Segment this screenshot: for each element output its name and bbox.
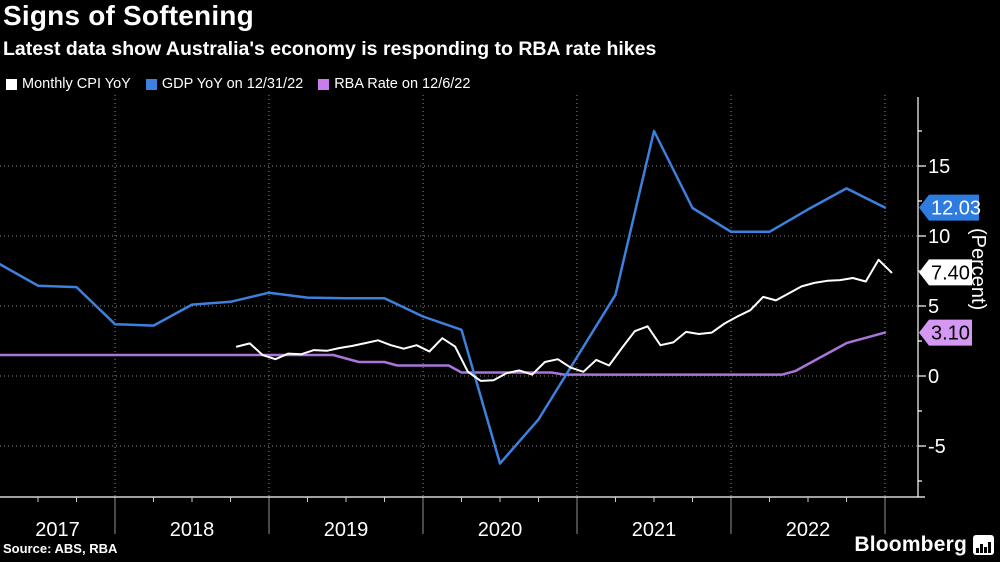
end-value-label: 3.10 bbox=[931, 323, 970, 345]
end-value-label: 12.03 bbox=[931, 198, 981, 220]
chart-legend: Monthly CPI YoY GDP YoY on 12/31/22 RBA … bbox=[6, 76, 470, 92]
x-year-label-2017: 2017 bbox=[35, 519, 80, 541]
page-title: Signs of Softening bbox=[3, 0, 254, 31]
y-tick-label--5: -5 bbox=[928, 436, 946, 458]
y-tick-label-10: 10 bbox=[928, 226, 950, 248]
x-year-label-2022: 2022 bbox=[786, 519, 831, 541]
series-line-monthly-cpi-yoy bbox=[235, 258, 893, 382]
x-year-label-2019: 2019 bbox=[324, 519, 369, 541]
y-tick-label-0: 0 bbox=[928, 366, 939, 388]
bloomberg-bars-icon bbox=[973, 535, 994, 555]
legend-item-gdp: GDP YoY on 12/31/22 bbox=[145, 76, 304, 92]
legend-swatch-gdp bbox=[145, 78, 157, 90]
end-value-tag bbox=[919, 259, 972, 286]
legend-label-rba: RBA Rate on 12/6/22 bbox=[334, 76, 471, 92]
y-tick-label-15: 15 bbox=[928, 156, 950, 178]
legend-item-cpi: Monthly CPI YoY bbox=[6, 76, 131, 92]
series-line-gdp-yoy-on-12-31-22 bbox=[0, 129, 887, 465]
legend-label-gdp: GDP YoY on 12/31/22 bbox=[161, 76, 304, 92]
chart-subtitle: Latest data show Australia's economy is … bbox=[3, 38, 657, 60]
end-value-label: 7.40 bbox=[931, 262, 970, 284]
legend-label-cpi: Monthly CPI YoY bbox=[22, 76, 131, 92]
legend-item-rba: RBA Rate on 12/6/22 bbox=[318, 76, 470, 92]
x-year-label-2020: 2020 bbox=[478, 519, 523, 541]
legend-swatch-rba bbox=[318, 78, 330, 90]
end-value-tag bbox=[919, 319, 972, 346]
series-line-rba-rate-on-12-6-22 bbox=[0, 331, 887, 376]
y-axis-unit-label: (Percent) bbox=[967, 228, 989, 311]
x-year-label-2018: 2018 bbox=[170, 519, 215, 541]
end-value-tag bbox=[919, 194, 979, 221]
bloomberg-wordmark: Bloomberg bbox=[854, 533, 967, 556]
legend-swatch-cpi bbox=[6, 78, 17, 90]
bloomberg-logo: Bloomberg bbox=[854, 533, 994, 557]
source-note: Source: ABS, RBA bbox=[3, 541, 118, 556]
x-year-label-2021: 2021 bbox=[632, 519, 677, 541]
y-tick-label-5: 5 bbox=[928, 296, 939, 318]
